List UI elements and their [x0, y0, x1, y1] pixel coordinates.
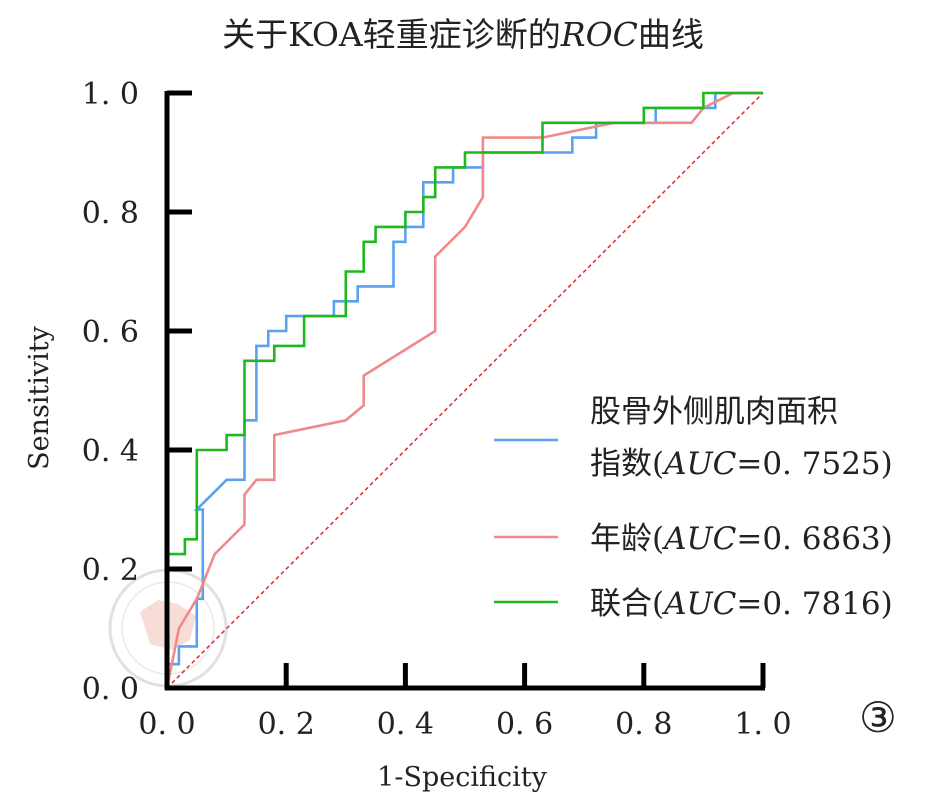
text-part: AUC [661, 446, 737, 482]
text-part: 股骨外侧肌肉面积 [590, 394, 838, 430]
text-part: =0. 7525) [736, 446, 892, 482]
x-tick-label-1: 0. 2 [258, 707, 315, 742]
x-axis-label: 1-Specificity [377, 762, 547, 793]
text-part: 关于KOA轻重症诊断的 [222, 15, 561, 54]
x-tick-label-3: 0. 6 [496, 707, 553, 742]
legend-label-1-line-2: 指数(AUC=0. 7525) [590, 446, 893, 482]
legend-label-2-line-1: 年龄(AUC=0. 6863) [590, 521, 893, 557]
text-part: ROC [560, 15, 638, 54]
text-part: 年龄( [590, 521, 664, 557]
y-tick-label-3: 0. 6 [82, 315, 139, 350]
tick-label-layer: 0. 0 0. 2 0. 4 0. 6 0. 8 1. 0 0. 0 0. 2 0. 4 0. 6… [82, 77, 792, 742]
y-axis-label: Sensitivity [24, 325, 55, 470]
chart-title-text: 关于KOA轻重症诊断的ROC曲线 [222, 15, 704, 54]
text-part: =0. 7816) [736, 586, 892, 622]
legend-label-3-line-1: 联合(AUC=0. 7816) [590, 586, 893, 622]
reference-diagonal [166, 92, 764, 689]
y-tick-label-5: 1. 0 [82, 77, 139, 112]
x-tick-label-5: 1. 0 [734, 707, 791, 742]
reference-line-layer [166, 92, 764, 689]
figure-label: ③ [859, 693, 897, 742]
chart-title: 关于KOA轻重症诊断的ROC曲线 [222, 15, 704, 54]
text-part: =0. 6863) [736, 521, 892, 557]
y-tick-label-0: 0. 0 [82, 672, 139, 707]
text-part: 指数( [590, 446, 664, 482]
roc-series-3 [165, 91, 763, 688]
axes-layer [164, 90, 766, 691]
series-layer [165, 91, 763, 689]
text-part: AUC [661, 586, 737, 622]
y-tick-label-2: 0. 4 [82, 434, 139, 469]
x-tick-label-2: 0. 4 [377, 707, 434, 742]
x-tick-label-0: 0. 0 [138, 707, 195, 742]
text-part: 曲线 [638, 15, 704, 54]
text-part: 联合( [590, 586, 664, 622]
legend-label-1-line-1: 股骨外侧肌肉面积 [590, 394, 838, 430]
x-tick-label-4: 0. 8 [615, 707, 672, 742]
text-part: AUC [661, 521, 737, 557]
y-tick-label-4: 0. 8 [82, 196, 139, 231]
y-tick-label-1: 0. 2 [82, 553, 139, 588]
